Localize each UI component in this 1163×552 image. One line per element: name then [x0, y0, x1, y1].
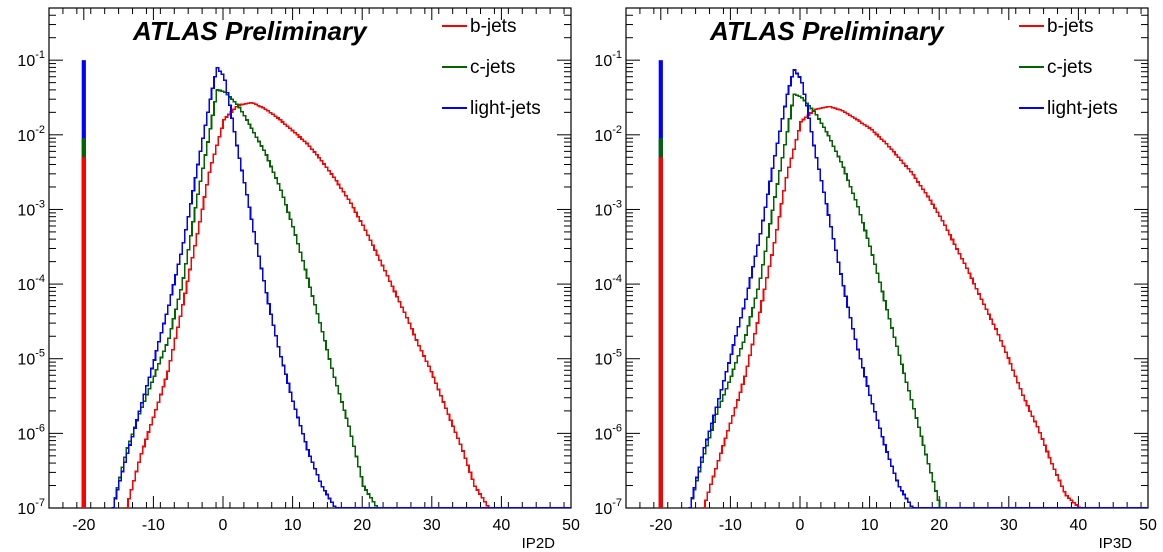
series-line-c: [688, 93, 1148, 508]
y-tick-exponent: -2: [612, 124, 622, 136]
y-tick-base: 10: [17, 501, 35, 518]
x-tick-label: 0: [219, 517, 228, 534]
x-tick-label: 20: [930, 517, 948, 534]
y-tick-base: 10: [594, 202, 612, 219]
y-tick-exponent: -6: [35, 422, 45, 434]
x-tick-label: 50: [1139, 517, 1157, 534]
y-tick-label: 10-5: [17, 348, 45, 369]
x-tick-label: -10: [142, 517, 165, 534]
plot-area: [81, 60, 571, 508]
y-tick-base: 10: [594, 128, 612, 145]
legend-label-b: b-jets: [470, 16, 516, 37]
y-tick-exponent: -7: [612, 497, 622, 509]
chart-panel-2: -20 -10 0 10 20 30 40 5010-710-610-510-410-310-…: [594, 7, 1157, 552]
y-tick-exponent: -7: [35, 497, 45, 509]
plot-frame: [48, 7, 572, 509]
y-tick-exponent: -1: [35, 49, 45, 61]
y-tick-base: 10: [594, 426, 612, 443]
spike-bar-b: [658, 157, 663, 508]
y-tick-exponent: -4: [612, 273, 622, 285]
series-line-b: [125, 102, 571, 508]
y-tick-label: 10-5: [594, 348, 622, 369]
legend-label-c: c-jets: [1047, 57, 1092, 78]
series-line-c: [111, 89, 571, 508]
y-tick-exponent: -1: [612, 49, 622, 61]
y-tick-exponent: -4: [35, 273, 45, 285]
y-tick-base: 10: [17, 202, 35, 219]
x-tick-label: 30: [1000, 517, 1018, 534]
y-tick-exponent: -6: [612, 422, 622, 434]
x-axis-title: IP2D: [522, 535, 556, 552]
y-tick-label: 10-3: [17, 198, 45, 219]
y-tick-exponent: -2: [35, 124, 45, 136]
y-tick-label: 10-6: [594, 422, 622, 443]
x-tick-label: 40: [1070, 517, 1088, 534]
x-tick-label: -20: [72, 517, 95, 534]
y-tick-label: 10-4: [594, 273, 622, 294]
legend-label-c: c-jets: [470, 57, 515, 78]
legend: b-jets c-jets light-jets: [442, 16, 541, 119]
series-line-light: [688, 69, 1148, 508]
y-tick-label: 10-1: [594, 49, 622, 70]
y-tick-exponent: -3: [35, 198, 45, 210]
y-tick-exponent: -5: [612, 348, 622, 360]
x-tick-label: 10: [861, 517, 879, 534]
y-tick-label: 10-4: [17, 273, 45, 294]
y-tick-base: 10: [17, 426, 35, 443]
legend-label-light: light-jets: [470, 98, 541, 119]
chart-panel-1: -20 -10 0 10 20 30 40 5010-710-610-510-410-310-…: [17, 7, 580, 552]
y-tick-base: 10: [594, 53, 612, 70]
y-tick-label: 10-7: [594, 497, 622, 518]
y-tick-label: 10-6: [17, 422, 45, 443]
y-tick-base: 10: [17, 128, 35, 145]
plot-area: [658, 60, 1148, 508]
plot-frame: [625, 7, 1149, 509]
y-tick-label: 10-2: [594, 124, 622, 145]
x-tick-label: 10: [284, 517, 302, 534]
spike-bar-b: [81, 157, 86, 508]
x-axis-title: IP3D: [1099, 535, 1133, 552]
y-tick-label: 10-3: [594, 198, 622, 219]
x-tick-label: -10: [719, 517, 742, 534]
x-tick-label: 30: [423, 517, 441, 534]
x-tick-label: 50: [562, 517, 580, 534]
legend-label-light: light-jets: [1047, 98, 1118, 119]
y-tick-label: 10-1: [17, 49, 45, 70]
y-tick-label: 10-7: [17, 497, 45, 518]
chart-title: ATLAS Preliminary: [132, 16, 368, 46]
legend-label-b: b-jets: [1047, 16, 1093, 37]
y-tick-exponent: -3: [612, 198, 622, 210]
y-tick-base: 10: [594, 277, 612, 294]
series-line-b: [702, 105, 1148, 508]
x-tick-label: 20: [353, 517, 371, 534]
y-tick-base: 10: [17, 277, 35, 294]
y-tick-base: 10: [17, 53, 35, 70]
y-tick-base: 10: [594, 352, 612, 369]
y-tick-base: 10: [17, 352, 35, 369]
x-tick-label: 0: [796, 517, 805, 534]
y-tick-base: 10: [594, 501, 612, 518]
series-line-light: [111, 67, 571, 508]
chart-title: ATLAS Preliminary: [709, 16, 945, 46]
x-tick-label: 40: [493, 517, 511, 534]
x-tick-label: -20: [649, 517, 672, 534]
legend: b-jets c-jets light-jets: [1019, 16, 1118, 119]
y-tick-label: 10-2: [17, 124, 45, 145]
y-tick-exponent: -5: [35, 348, 45, 360]
